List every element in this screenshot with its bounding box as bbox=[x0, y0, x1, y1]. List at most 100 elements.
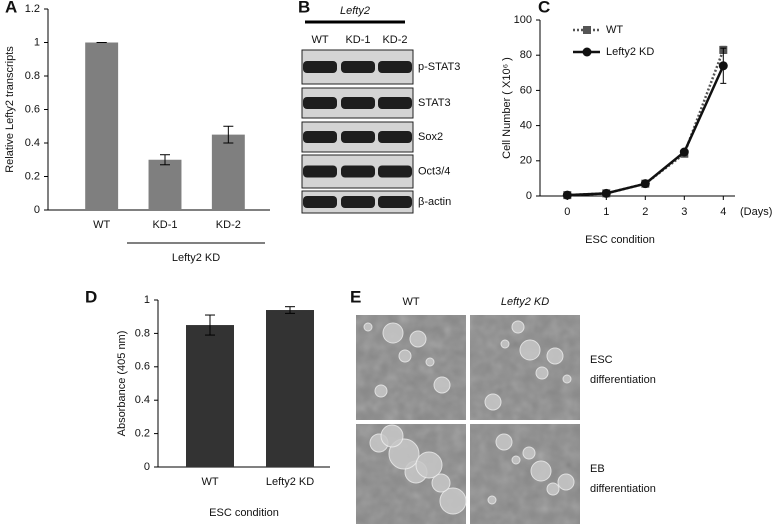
blot-band bbox=[341, 61, 375, 73]
y-tick-label: 0.6 bbox=[25, 103, 40, 115]
cell-cluster bbox=[487, 495, 497, 505]
cell-cluster bbox=[546, 482, 560, 496]
y-tick-label: 20 bbox=[520, 155, 532, 167]
x-tick-label: KD-2 bbox=[216, 219, 241, 231]
row-label: STAT3 bbox=[418, 97, 451, 109]
cell-cluster bbox=[425, 357, 435, 367]
row-label: p-STAT3 bbox=[418, 61, 460, 73]
x-tick-label: Lefty2 KD bbox=[266, 476, 314, 488]
error-bar bbox=[205, 314, 215, 336]
group-label: Lefty2 KD bbox=[172, 252, 220, 264]
blot-band bbox=[378, 165, 412, 178]
x-axis-label: ESC condition bbox=[585, 234, 655, 246]
legend-label: Lefty2 KD bbox=[606, 46, 654, 58]
y-tick-label: 0 bbox=[144, 461, 150, 473]
y-tick-label: 40 bbox=[520, 120, 532, 132]
blot-band bbox=[303, 165, 337, 178]
bar bbox=[148, 159, 182, 210]
panel-letter: D bbox=[85, 287, 97, 306]
row-label: differentiation bbox=[590, 374, 656, 386]
marker bbox=[718, 61, 728, 71]
error-bar bbox=[223, 125, 234, 144]
cell-cluster bbox=[546, 347, 564, 365]
x-tick-label: 3 bbox=[681, 206, 687, 218]
cell-cluster bbox=[374, 384, 388, 398]
cell-cluster bbox=[380, 424, 404, 448]
marker bbox=[679, 147, 689, 157]
blot-band bbox=[378, 61, 412, 73]
row-label: Sox2 bbox=[418, 131, 443, 143]
cell-cluster bbox=[522, 446, 536, 460]
y-tick-label: 1 bbox=[144, 294, 150, 306]
blot-band bbox=[341, 165, 375, 178]
y-tick-label: 0.6 bbox=[135, 361, 150, 373]
y-tick-label: 0.8 bbox=[135, 327, 150, 339]
x-tick-label: 1 bbox=[603, 206, 609, 218]
bar bbox=[85, 42, 119, 210]
y-tick-label: 0.4 bbox=[25, 137, 40, 149]
series-line bbox=[567, 65, 725, 197]
x-tick-label: 2 bbox=[642, 206, 648, 218]
row-label: β-actin bbox=[418, 196, 451, 208]
micrograph-texture bbox=[356, 315, 466, 420]
row-label: ESC bbox=[590, 354, 613, 366]
cell-cluster bbox=[495, 433, 513, 451]
y-axis-label: Absorbance (405 nm) bbox=[116, 331, 128, 437]
panel-letter: A bbox=[5, 0, 17, 16]
column-label: WT bbox=[402, 296, 419, 308]
cell-cluster bbox=[511, 455, 521, 465]
y-tick-label: 60 bbox=[520, 84, 532, 96]
cell-cluster bbox=[431, 473, 451, 493]
cell-cluster bbox=[557, 473, 575, 491]
legend-marker bbox=[582, 47, 592, 57]
cell-cluster bbox=[439, 487, 467, 515]
legend-label: WT bbox=[606, 24, 623, 36]
cell-cluster bbox=[415, 451, 443, 479]
cell-cluster bbox=[511, 320, 525, 334]
series-line bbox=[567, 49, 725, 197]
blot-band bbox=[341, 196, 375, 208]
cell-cluster bbox=[535, 366, 549, 380]
blot-band bbox=[378, 97, 412, 109]
x-axis-label: ESC condition bbox=[209, 507, 279, 519]
marker bbox=[562, 190, 572, 200]
cell-cluster bbox=[433, 376, 451, 394]
panel-letter: C bbox=[538, 0, 550, 16]
x-tick-label: KD-1 bbox=[152, 219, 177, 231]
blot-band bbox=[303, 61, 337, 73]
x-tick-label: WT bbox=[93, 219, 110, 231]
y-tick-label: 0.4 bbox=[135, 394, 150, 406]
blot-band bbox=[303, 196, 337, 208]
blot-band bbox=[341, 131, 375, 143]
blot-band bbox=[378, 196, 412, 208]
error-bar bbox=[285, 306, 295, 314]
y-tick-label: 100 bbox=[514, 14, 532, 26]
bar bbox=[211, 134, 245, 210]
blot-band bbox=[378, 131, 412, 143]
cell-cluster bbox=[398, 349, 412, 363]
y-tick-label: 0 bbox=[526, 190, 532, 202]
bar bbox=[186, 325, 234, 467]
cell-cluster bbox=[519, 339, 541, 361]
y-tick-label: 0.8 bbox=[25, 70, 40, 82]
row-label: differentiation bbox=[590, 483, 656, 495]
cell-cluster bbox=[484, 393, 502, 411]
y-axis-label: Cell Number ( X10⁶ ) bbox=[501, 57, 513, 159]
x-tick-label: WT bbox=[201, 476, 218, 488]
error-bar bbox=[160, 154, 170, 166]
micrograph-texture bbox=[470, 424, 580, 524]
y-tick-label: 1 bbox=[34, 36, 40, 48]
cell-cluster bbox=[500, 339, 510, 349]
blot-header: Lefty2 bbox=[340, 5, 370, 17]
y-tick-label: 80 bbox=[520, 49, 532, 61]
cell-cluster bbox=[409, 330, 427, 348]
y-tick-label: 1.2 bbox=[25, 3, 40, 15]
x-unit: (Days) bbox=[740, 206, 772, 218]
blot-band bbox=[303, 131, 337, 143]
panel-letter: B bbox=[298, 0, 310, 16]
blot-band bbox=[341, 97, 375, 109]
x-tick-label: 4 bbox=[720, 206, 726, 218]
row-label: Oct3/4 bbox=[418, 165, 450, 177]
column-label: Lefty2 KD bbox=[501, 296, 549, 308]
marker bbox=[640, 179, 650, 189]
